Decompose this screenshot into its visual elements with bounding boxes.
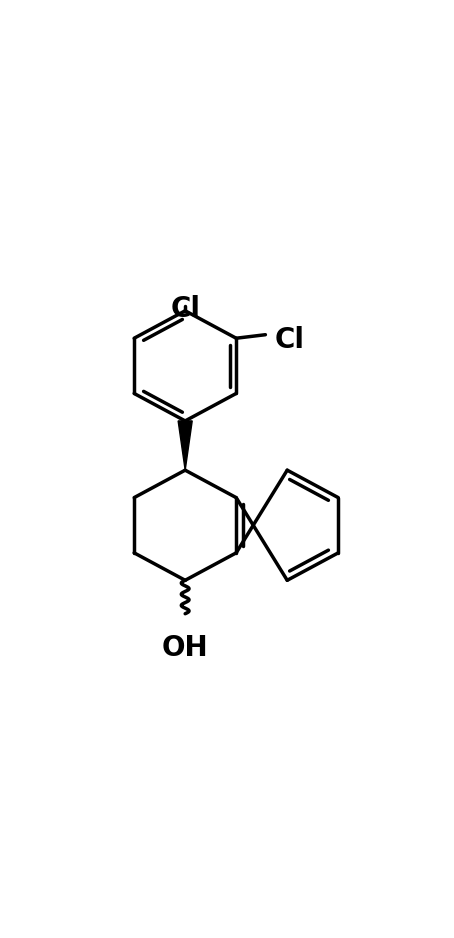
Text: Cl: Cl <box>274 325 304 354</box>
Polygon shape <box>178 421 192 470</box>
Text: Cl: Cl <box>170 295 200 324</box>
Text: OH: OH <box>162 634 208 662</box>
